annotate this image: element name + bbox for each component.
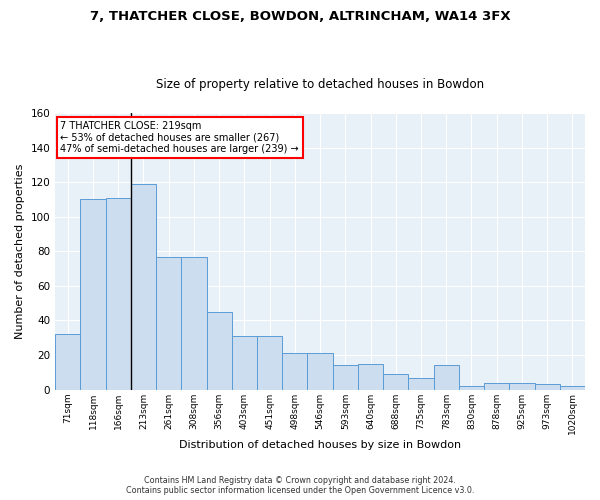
Text: Contains HM Land Registry data © Crown copyright and database right 2024.
Contai: Contains HM Land Registry data © Crown c…: [126, 476, 474, 495]
Y-axis label: Number of detached properties: Number of detached properties: [15, 164, 25, 339]
Bar: [131, 184, 156, 390]
Title: Size of property relative to detached houses in Bowdon: Size of property relative to detached ho…: [156, 78, 484, 91]
Bar: [484, 383, 509, 390]
Bar: [156, 256, 181, 390]
Bar: [55, 334, 80, 390]
Bar: [80, 200, 106, 390]
Bar: [181, 256, 206, 390]
Bar: [307, 354, 332, 390]
Bar: [206, 312, 232, 390]
X-axis label: Distribution of detached houses by size in Bowdon: Distribution of detached houses by size …: [179, 440, 461, 450]
Bar: [232, 336, 257, 390]
Text: 7 THATCHER CLOSE: 219sqm
← 53% of detached houses are smaller (267)
47% of semi-: 7 THATCHER CLOSE: 219sqm ← 53% of detach…: [61, 122, 299, 154]
Bar: [459, 386, 484, 390]
Text: 7, THATCHER CLOSE, BOWDON, ALTRINCHAM, WA14 3FX: 7, THATCHER CLOSE, BOWDON, ALTRINCHAM, W…: [89, 10, 511, 23]
Bar: [282, 354, 307, 390]
Bar: [509, 383, 535, 390]
Bar: [383, 374, 409, 390]
Bar: [434, 366, 459, 390]
Bar: [358, 364, 383, 390]
Bar: [535, 384, 560, 390]
Bar: [560, 386, 585, 390]
Bar: [106, 198, 131, 390]
Bar: [257, 336, 282, 390]
Bar: [409, 378, 434, 390]
Bar: [332, 366, 358, 390]
